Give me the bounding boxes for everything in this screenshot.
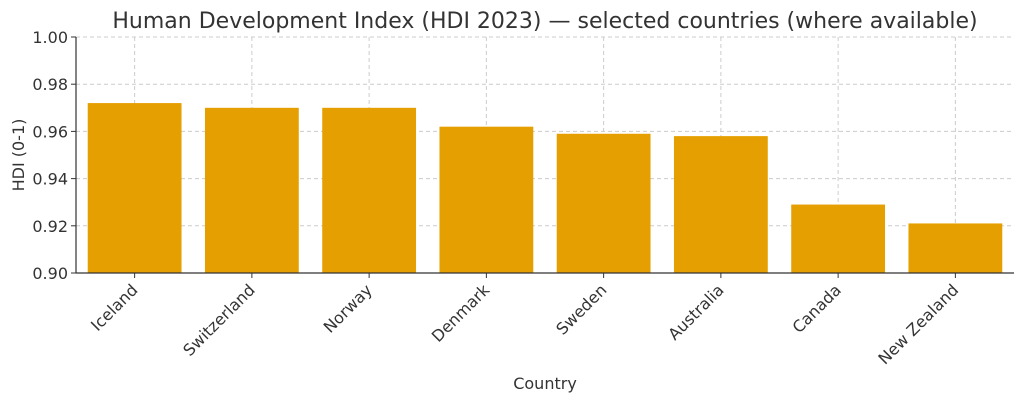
bar [322, 107, 417, 273]
bar [908, 223, 1003, 273]
bar [87, 103, 182, 273]
y-axis-label: HDI (0-1) [9, 119, 28, 192]
bar [673, 136, 768, 273]
bar [791, 204, 886, 273]
x-tick-label: Canada [788, 280, 844, 336]
bars [87, 103, 1003, 274]
x-tick-label: Australia [664, 280, 727, 343]
y-tick-label: 0.96 [32, 122, 68, 141]
y-tick-label: 0.98 [32, 75, 68, 94]
bar [439, 126, 534, 274]
y-tick-labels: 0.90 0.92 0.94 0.96 0.98 1.00 [32, 28, 76, 283]
y-tick-label: 1.00 [32, 28, 68, 47]
y-tick-label: 0.94 [32, 170, 68, 189]
x-tick-label: Iceland [87, 280, 141, 334]
x-tick-label: Norway [320, 280, 376, 336]
x-tick-label: Sweden [552, 280, 610, 338]
x-tick-label: Switzerland [179, 280, 258, 359]
chart-title: Human Development Index (HDI 2023) — sel… [112, 9, 977, 34]
bar [556, 133, 651, 273]
x-tick-label: Denmark [428, 280, 494, 346]
y-tick-label: 0.90 [32, 264, 68, 283]
axes [75, 37, 1014, 274]
x-axis-label: Country [513, 374, 577, 393]
x-tick-label: New Zealand [874, 280, 962, 368]
x-tick-labels: Iceland Switzerland Norway Denmark Sweden Aus… [87, 273, 962, 368]
bar [204, 107, 299, 273]
y-tick-label: 0.92 [32, 217, 68, 236]
